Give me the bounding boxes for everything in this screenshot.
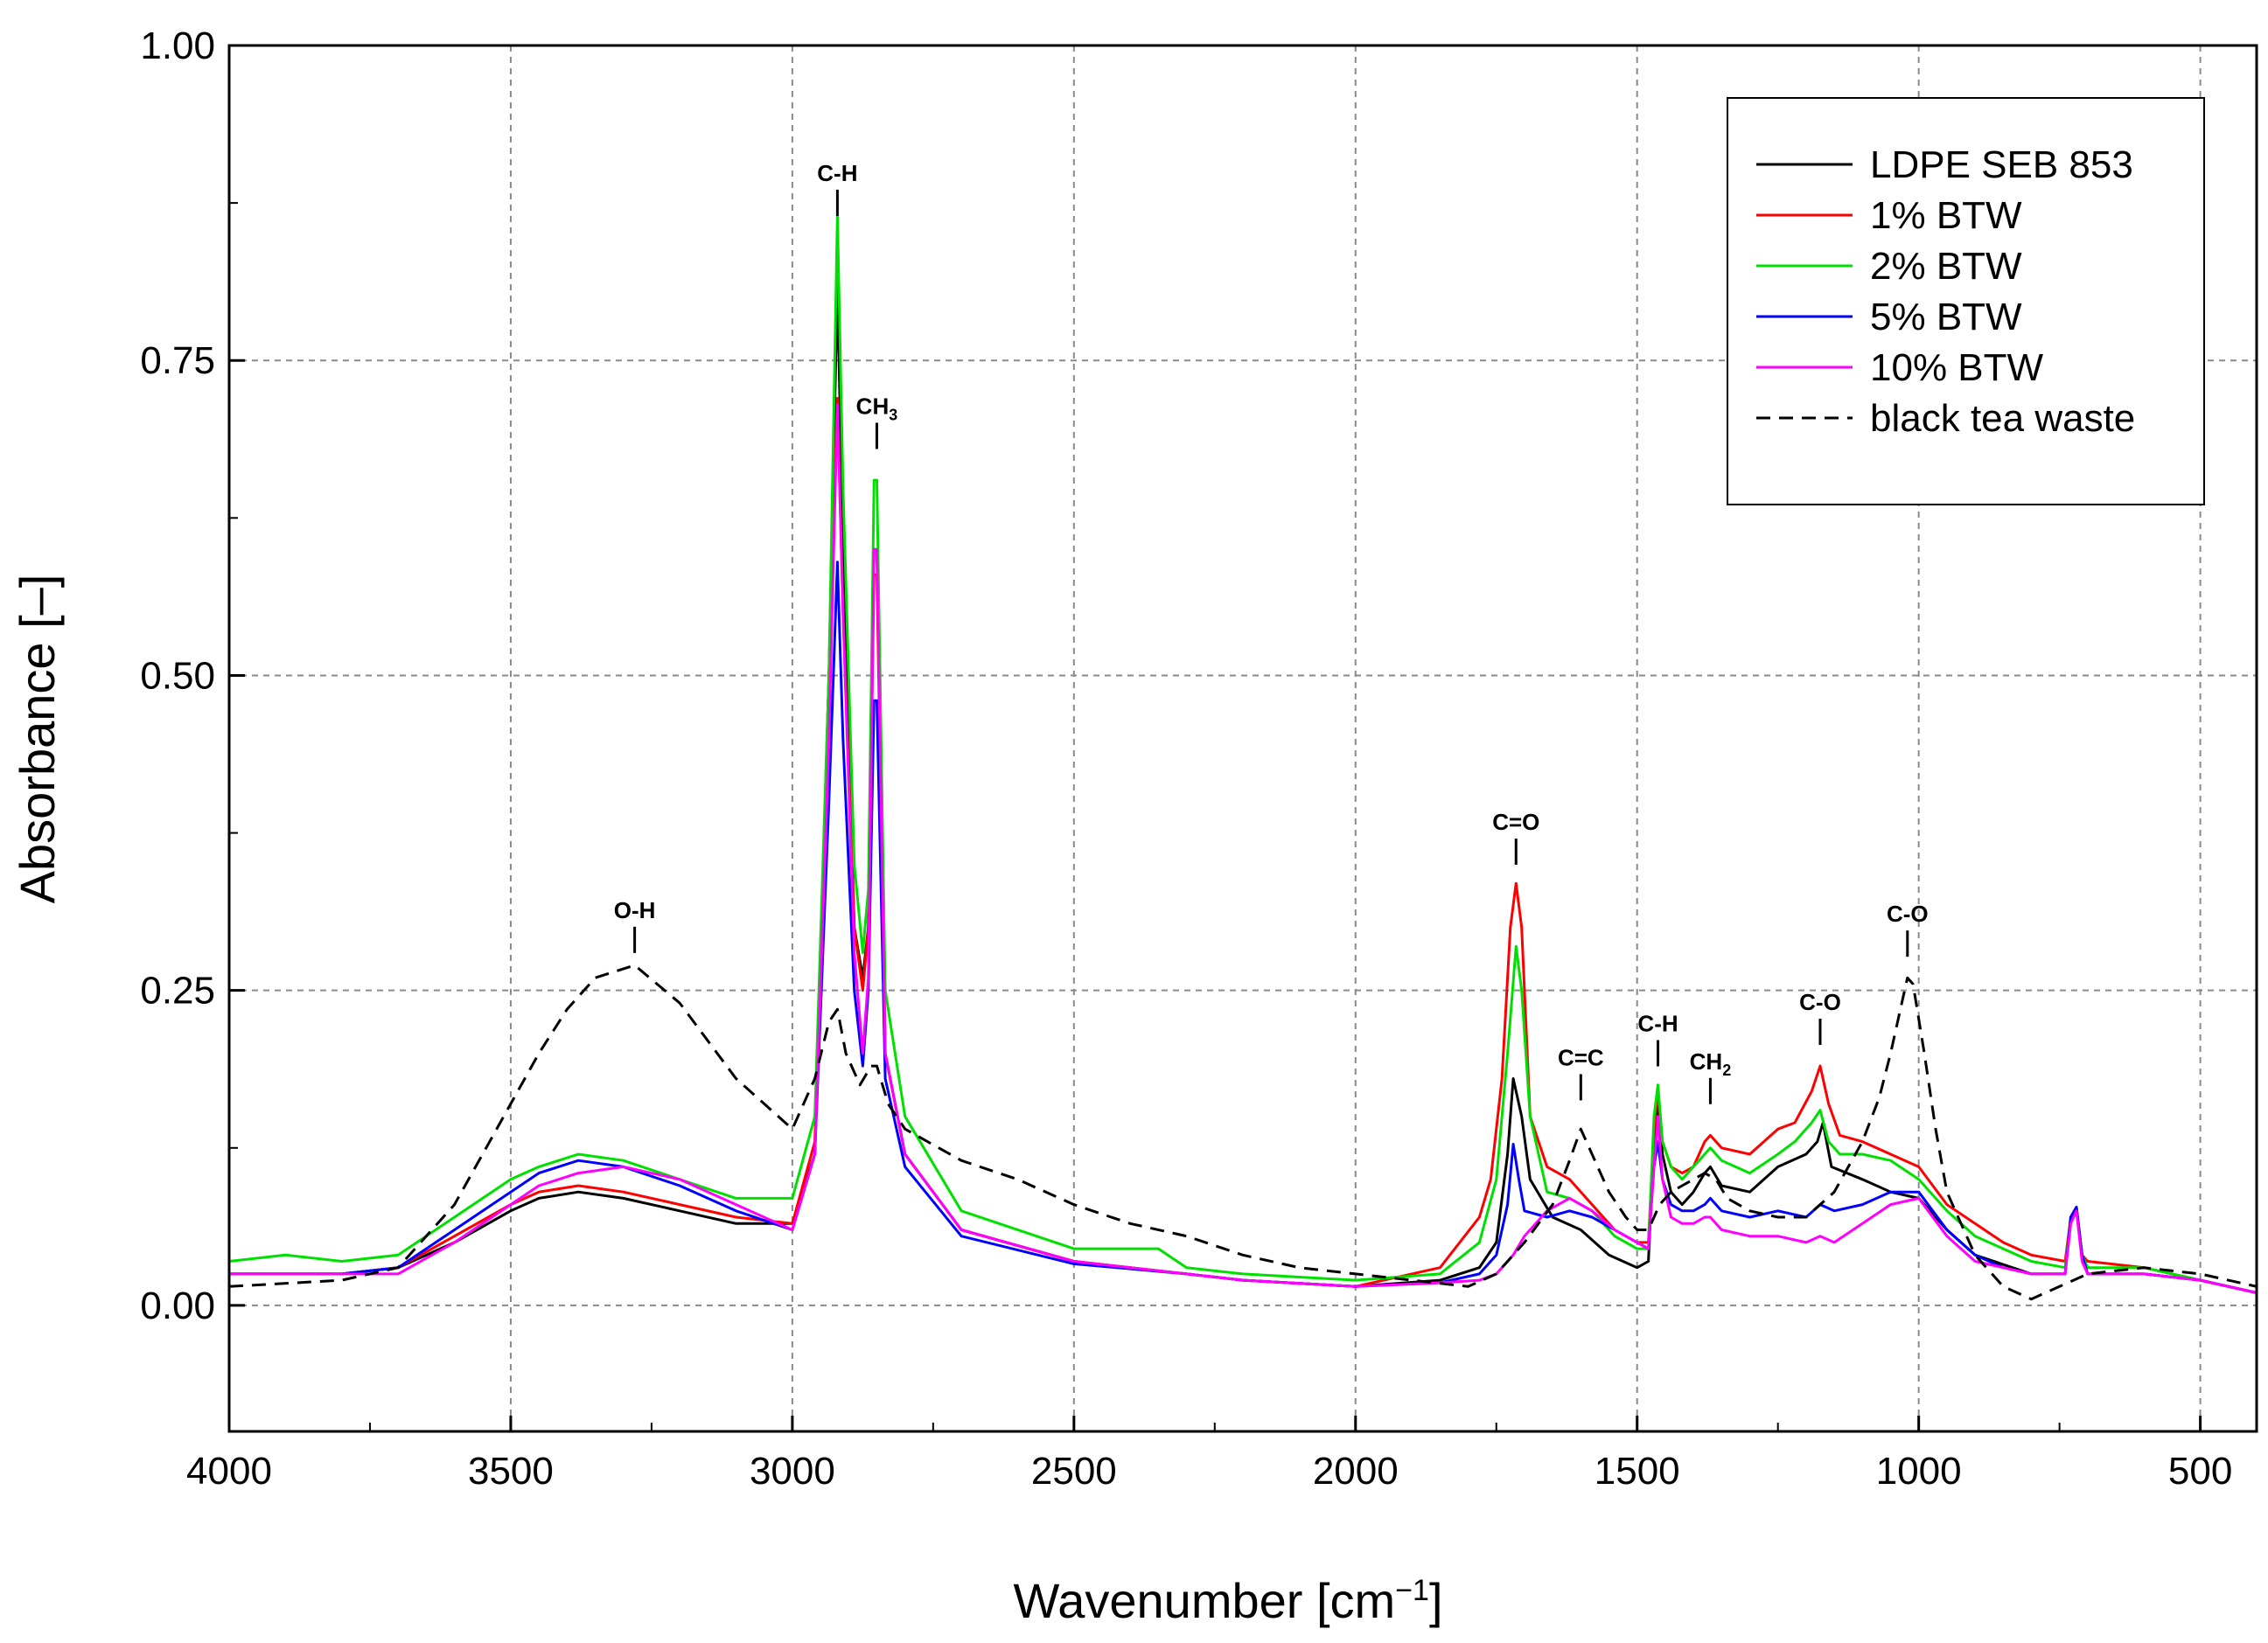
y-tick-label: 0.25 bbox=[140, 970, 215, 1013]
x-axis-title: Wavenumber [cm−1] bbox=[1013, 1573, 1442, 1628]
x-tick-label: 2500 bbox=[1031, 1450, 1117, 1493]
peak-label-text: CH bbox=[1690, 1048, 1723, 1075]
series-line-10-btw bbox=[229, 403, 2258, 1294]
peak-label-text: C=C bbox=[1558, 1044, 1604, 1070]
legend-label: black tea waste bbox=[1870, 397, 2135, 440]
peak-label: C-H bbox=[1637, 1011, 1678, 1037]
peak-label: C-O bbox=[1799, 989, 1841, 1015]
peak-label: C=C bbox=[1558, 1044, 1604, 1070]
peak-label-text: CH bbox=[856, 393, 890, 419]
series-lines bbox=[228, 214, 2258, 1301]
peak-label-text: C-H bbox=[817, 160, 857, 186]
peak-label: C-H bbox=[817, 160, 857, 186]
series-line-black-tea-waste bbox=[228, 964, 2258, 1301]
x-axis-title-sup: −1 bbox=[1395, 1574, 1429, 1607]
peak-label: O-H bbox=[614, 897, 656, 923]
peak-label-text: C-O bbox=[1887, 901, 1929, 927]
x-axis-title-end: ] bbox=[1429, 1573, 1443, 1628]
y-tick-label: 1.00 bbox=[140, 24, 215, 67]
x-tick-label: 3500 bbox=[468, 1450, 554, 1493]
y-axis-title: Absorbance [–] bbox=[10, 574, 65, 904]
x-tick-label: 1000 bbox=[1876, 1450, 1962, 1493]
x-tick-label: 4000 bbox=[186, 1450, 272, 1493]
peak-label-text: C-H bbox=[1637, 1011, 1678, 1037]
peak-label-text: C-O bbox=[1799, 989, 1841, 1015]
x-tick-label: 2000 bbox=[1313, 1450, 1399, 1493]
peak-label: C=O bbox=[1492, 809, 1539, 835]
peak-label: CH2 bbox=[1690, 1048, 1732, 1079]
legend-label: 2% BTW bbox=[1870, 245, 2022, 288]
peak-label: CH3 bbox=[856, 393, 898, 423]
x-tick-label: 500 bbox=[2168, 1450, 2232, 1493]
legend-label: LDPE SEB 853 bbox=[1870, 143, 2133, 186]
x-axis-title-main: Wavenumber [cm bbox=[1013, 1573, 1395, 1628]
y-tick-label: 0.00 bbox=[140, 1284, 215, 1327]
legend-label: 1% BTW bbox=[1870, 194, 2022, 237]
y-tick-label: 0.75 bbox=[140, 339, 215, 382]
series-line-2-btw bbox=[228, 214, 2258, 1294]
y-tick-label: 0.50 bbox=[140, 654, 215, 697]
peak-label-text: O-H bbox=[614, 897, 656, 923]
legend: LDPE SEB 853 1% BTW 2% BTW 5% BTW 10% BTW bla… bbox=[1727, 97, 2205, 505]
peak-label: C-O bbox=[1887, 901, 1929, 927]
peak-label-subscript: 3 bbox=[889, 406, 897, 423]
legend-label: 10% BTW bbox=[1870, 346, 2044, 389]
x-tick-label: 3000 bbox=[750, 1450, 835, 1493]
peak-label-subscript: 2 bbox=[1722, 1062, 1731, 1079]
peak-label-text: C=O bbox=[1492, 809, 1539, 835]
plot-frame bbox=[227, 44, 2258, 1433]
legend-label: 5% BTW bbox=[1870, 296, 2022, 338]
axis-ticks: 4000 3500 3000 2500 2000 1500 1000 500 0.00 0.25 0… bbox=[140, 24, 2232, 1493]
x-tick-label: 1500 bbox=[1595, 1450, 1680, 1493]
